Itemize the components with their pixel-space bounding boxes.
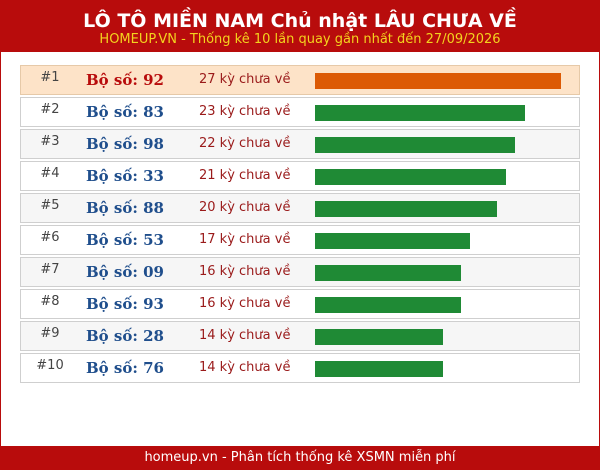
list-item: #9 Bộ số: 28 14 kỳ chưa về bbox=[20, 321, 580, 351]
missing-draws-bar bbox=[315, 105, 525, 121]
missing-draws-text: 14 kỳ chưa về bbox=[199, 360, 291, 375]
page-subtitle: HOMEUP.VN - Thống kê 10 lần quay gần nhấ… bbox=[99, 32, 501, 47]
rank-label: #10 bbox=[36, 358, 64, 373]
rank-label: #6 bbox=[40, 230, 60, 245]
missing-draws-bar bbox=[315, 201, 497, 217]
missing-draws-bar bbox=[315, 137, 515, 153]
missing-draws-bar bbox=[315, 329, 443, 345]
list-item: #3 Bộ số: 98 22 kỳ chưa về bbox=[20, 129, 580, 159]
list-item: #10 Bộ số: 76 14 kỳ chưa về bbox=[20, 353, 580, 383]
list-item: #4 Bộ số: 33 21 kỳ chưa về bbox=[20, 161, 580, 191]
number-pair-label: Bộ số: 53 bbox=[86, 231, 164, 249]
missing-draws-text: 27 kỳ chưa về bbox=[199, 72, 291, 87]
list-item: #1 Bộ số: 92 27 kỳ chưa về bbox=[20, 65, 580, 95]
number-pair-label: Bộ số: 33 bbox=[86, 167, 164, 185]
missing-draws-text: 14 kỳ chưa về bbox=[199, 328, 291, 343]
header: LÔ TÔ MIỀN NAM Chủ nhật LÂU CHƯA VỀ HOME… bbox=[0, 0, 600, 52]
ranking-list: #1 Bộ số: 92 27 kỳ chưa về #2 Bộ số: 83 23 kỳ… bbox=[20, 65, 580, 385]
rank-label: #2 bbox=[40, 102, 60, 117]
list-item: #2 Bộ số: 83 23 kỳ chưa về bbox=[20, 97, 580, 127]
rank-label: #9 bbox=[40, 326, 60, 341]
missing-draws-bar bbox=[315, 361, 443, 377]
missing-draws-bar bbox=[315, 297, 461, 313]
missing-draws-text: 23 kỳ chưa về bbox=[199, 104, 291, 119]
footer: homeup.vn - Phân tích thống kê XSMN miễn… bbox=[0, 446, 600, 470]
list-item: #5 Bộ số: 88 20 kỳ chưa về bbox=[20, 193, 580, 223]
list-item: #8 Bộ số: 93 16 kỳ chưa về bbox=[20, 289, 580, 319]
rank-label: #8 bbox=[40, 294, 60, 309]
missing-draws-text: 17 kỳ chưa về bbox=[199, 232, 291, 247]
number-pair-label: Bộ số: 76 bbox=[86, 359, 164, 377]
missing-draws-text: 16 kỳ chưa về bbox=[199, 264, 291, 279]
rank-label: #7 bbox=[40, 262, 60, 277]
number-pair-label: Bộ số: 28 bbox=[86, 327, 164, 345]
missing-draws-text: 16 kỳ chưa về bbox=[199, 296, 291, 311]
missing-draws-text: 21 kỳ chưa về bbox=[199, 168, 291, 183]
missing-draws-bar bbox=[315, 73, 561, 89]
number-pair-label: Bộ số: 92 bbox=[86, 71, 164, 89]
rank-label: #1 bbox=[40, 70, 60, 85]
missing-draws-text: 22 kỳ chưa về bbox=[199, 136, 291, 151]
list-item: #6 Bộ số: 53 17 kỳ chưa về bbox=[20, 225, 580, 255]
rank-label: #4 bbox=[40, 166, 60, 181]
list-item: #7 Bộ số: 09 16 kỳ chưa về bbox=[20, 257, 580, 287]
number-pair-label: Bộ số: 88 bbox=[86, 199, 164, 217]
rank-label: #5 bbox=[40, 198, 60, 213]
number-pair-label: Bộ số: 83 bbox=[86, 103, 164, 121]
missing-draws-bar bbox=[315, 265, 461, 281]
missing-draws-bar bbox=[315, 169, 506, 185]
missing-draws-bar bbox=[315, 233, 470, 249]
rank-label: #3 bbox=[40, 134, 60, 149]
missing-draws-text: 20 kỳ chưa về bbox=[199, 200, 291, 215]
number-pair-label: Bộ số: 98 bbox=[86, 135, 164, 153]
page-title: LÔ TÔ MIỀN NAM Chủ nhật LÂU CHƯA VỀ bbox=[83, 10, 517, 32]
number-pair-label: Bộ số: 93 bbox=[86, 295, 164, 313]
number-pair-label: Bộ số: 09 bbox=[86, 263, 164, 281]
